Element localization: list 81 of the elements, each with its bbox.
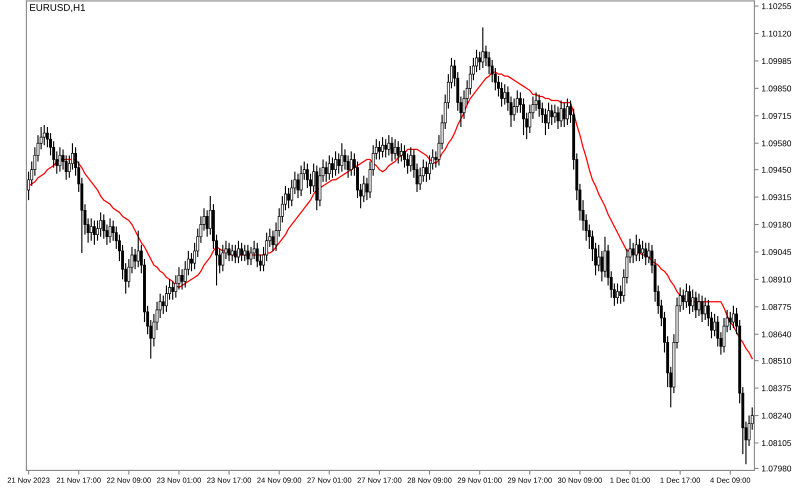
candlestick (230, 244, 234, 262)
candlestick (638, 238, 641, 262)
candlestick (644, 242, 648, 266)
candlestick (271, 230, 274, 252)
candlestick (698, 293, 700, 317)
y-tick-label: 1.09850 (762, 86, 792, 92)
y-tick-label: 1.10120 (762, 30, 792, 37)
candlestick (246, 244, 250, 266)
candlestick (387, 134, 390, 156)
y-tick-label: 1.08105 (762, 440, 792, 446)
candlestick (206, 210, 209, 238)
candlestick (604, 236, 606, 278)
candlestick (704, 297, 707, 321)
candlestick (190, 252, 193, 272)
candlestick (296, 173, 300, 199)
candlestick (390, 136, 394, 162)
candlestick (424, 160, 428, 182)
chart-title: EURUSD,H1 (30, 4, 86, 12)
candlestick (560, 100, 563, 128)
candlestick (58, 146, 62, 172)
candlestick (134, 248, 137, 270)
y-tick-label: 1.07980 (762, 466, 792, 472)
y-tick-label: 1.08910 (762, 276, 792, 282)
candlestick (300, 165, 303, 197)
candlestick (728, 311, 732, 331)
candlestick (732, 305, 735, 329)
candlestick (566, 98, 569, 126)
y-tick-label: 1.09580 (762, 140, 792, 146)
candlestick (400, 142, 403, 162)
candlestick (597, 244, 600, 272)
candlestick (237, 240, 240, 264)
candlestick (331, 156, 334, 178)
candlestick (221, 244, 224, 272)
candlestick (328, 154, 331, 180)
y-tick-label: 1.10255 (762, 3, 792, 10)
y-tick-label: 1.08375 (762, 385, 792, 392)
candlestick (647, 242, 650, 264)
candlestick (713, 313, 716, 337)
candlestick (632, 242, 635, 264)
candlestick (394, 138, 397, 160)
candlestick (556, 106, 560, 130)
y-tick-label: 1.09450 (762, 166, 792, 173)
candlestick (381, 136, 384, 158)
candlestick (340, 142, 344, 172)
candlestick (481, 26, 484, 69)
candlestick (180, 268, 184, 290)
candlestick (641, 240, 644, 260)
candlestick (287, 187, 290, 209)
y-tick-label: 1.09180 (762, 222, 792, 228)
candlestick (234, 244, 237, 264)
candlestick (378, 140, 381, 160)
candlestick (553, 104, 556, 124)
candlestick (337, 152, 340, 174)
y-tick-label: 1.09715 (762, 112, 792, 119)
candlestick (700, 295, 704, 323)
candlestick (90, 218, 93, 242)
candlestick (92, 220, 96, 246)
candlestick (99, 212, 102, 238)
candlestick (108, 218, 112, 244)
candlestick (42, 124, 46, 146)
y-tick-label: 1.08640 (762, 331, 792, 338)
y-tick-label: 1.09045 (762, 249, 792, 256)
candlestick (243, 244, 246, 262)
candlestick (688, 284, 692, 314)
y-tick-label: 1.09985 (762, 58, 792, 64)
candlestick (228, 242, 231, 262)
candlestick (240, 242, 244, 262)
candlestick (503, 84, 506, 106)
candlestick (691, 288, 694, 312)
y-tick-label: 1.08240 (762, 412, 792, 419)
candlestick (616, 282, 619, 304)
candlestick (684, 282, 688, 308)
candlestick (694, 291, 698, 319)
candlestick (478, 51, 482, 71)
y-tick-label: 1.09315 (762, 194, 792, 200)
candlestick (334, 150, 338, 176)
y-tick-label: 1.08775 (762, 304, 792, 310)
candlestick (324, 160, 328, 182)
candlestick (396, 140, 400, 164)
candlestick (171, 280, 174, 300)
y-tick-label: 1.08510 (762, 358, 792, 364)
